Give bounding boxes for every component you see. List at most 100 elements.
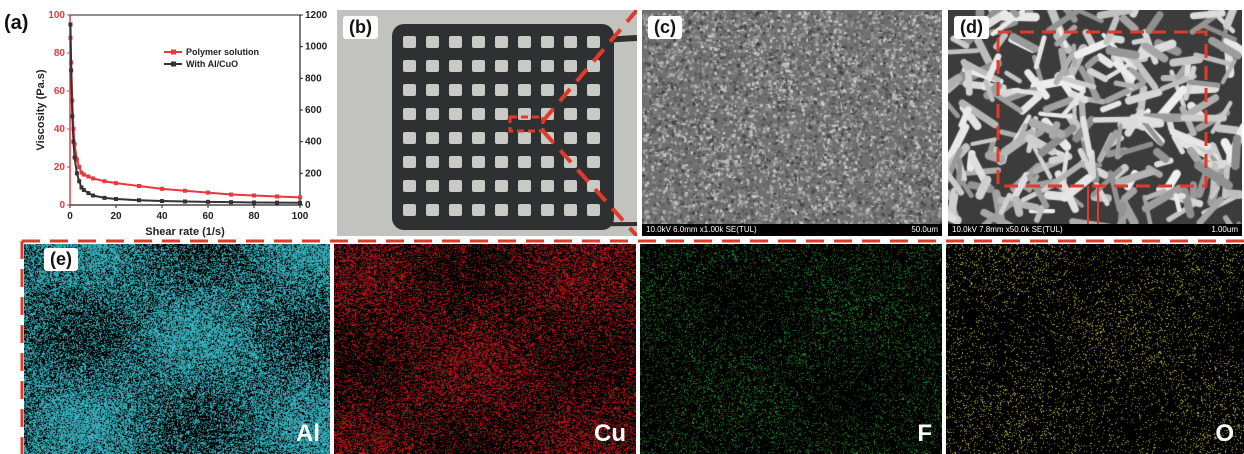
- lattice-gap: [495, 36, 508, 48]
- panel-label-c: (c): [648, 16, 682, 39]
- lattice-gap: [426, 132, 439, 144]
- eds-texture: [946, 244, 1244, 454]
- y-right-tick-label: 800: [305, 73, 322, 84]
- lattice-gap: [403, 84, 416, 96]
- sem-caption-right: 50.0um: [911, 225, 938, 234]
- chart-legend: Polymer solution With Al/CuO: [164, 47, 259, 69]
- lattice-gap: [449, 180, 462, 192]
- lattice-gap: [587, 132, 600, 144]
- lattice-gap: [472, 204, 485, 216]
- eds-element-label: F: [917, 420, 932, 447]
- lattice-gap: [403, 60, 416, 72]
- printed-lattice-drawing: [337, 10, 637, 236]
- legend-marker: [171, 61, 176, 67]
- lattice-gap: [426, 180, 439, 192]
- lattice-gap: [472, 132, 485, 144]
- data-point: [275, 200, 279, 205]
- lattice-gap: [564, 60, 577, 72]
- lattice-gap: [518, 156, 531, 168]
- lattice-gap: [449, 84, 462, 96]
- x-tick-label: 0: [67, 211, 73, 222]
- data-point: [206, 199, 210, 204]
- panel-label-e: (e): [44, 248, 78, 271]
- lattice-gap: [403, 180, 416, 192]
- x-tick-label: 40: [156, 211, 168, 222]
- data-point: [298, 200, 302, 205]
- data-point: [160, 186, 164, 191]
- lattice-gap: [495, 108, 508, 120]
- eds-map-o: O: [946, 244, 1244, 454]
- lattice-gap: [587, 36, 600, 48]
- lattice-gap: [403, 156, 416, 168]
- lattice-gap: [449, 36, 462, 48]
- lattice-gap: [472, 84, 485, 96]
- data-point: [252, 193, 256, 198]
- sem-scale-bar: 10.0kV 7.8mm x50.0k SE(TUL) 1.00um: [948, 224, 1242, 236]
- lattice-gap: [403, 108, 416, 120]
- data-point: [74, 157, 79, 162]
- lattice-gap: [541, 60, 554, 72]
- lattice-gap: [564, 204, 577, 216]
- lattice-gap: [495, 132, 508, 144]
- lattice-gap: [587, 108, 600, 120]
- lattice-gap: [518, 180, 531, 192]
- lattice-gap: [403, 132, 416, 144]
- data-point: [183, 199, 187, 204]
- lattice-gap: [472, 60, 485, 72]
- lattice-gap: [472, 108, 485, 120]
- data-point: [72, 155, 77, 160]
- lattice-gap: [449, 132, 462, 144]
- data-point: [114, 181, 118, 186]
- data-point: [71, 139, 76, 144]
- y-left-tick-label: 40: [54, 124, 66, 135]
- eds-map-al: Al (e): [24, 244, 330, 454]
- y-axis-label: Viscosity (Pa.s): [35, 69, 47, 150]
- panel-label-b: (b): [343, 16, 378, 39]
- data-point: [102, 179, 107, 184]
- data-point: [81, 172, 86, 177]
- lattice-gap: [472, 156, 485, 168]
- panel-label-d: (d): [954, 16, 989, 39]
- lattice-gap: [518, 60, 531, 72]
- sem-caption-right: 1.00um: [1211, 225, 1238, 234]
- eds-element-label: O: [1215, 420, 1234, 447]
- legend-label: With Al/CuO: [186, 59, 238, 69]
- lattice-gap: [541, 36, 554, 48]
- lattice-gap: [449, 108, 462, 120]
- eds-map-cu: Cu: [334, 244, 636, 454]
- y-left-tick-label: 0: [59, 200, 65, 211]
- legend-label: Polymer solution: [186, 47, 259, 57]
- lattice-gap: [564, 108, 577, 120]
- lattice-gap: [518, 204, 531, 216]
- lattice-gap: [587, 84, 600, 96]
- data-point: [298, 195, 302, 200]
- data-point: [275, 194, 279, 199]
- lattice-gap: [426, 108, 439, 120]
- data-point: [206, 190, 210, 195]
- y-right-tick-label: 0: [305, 200, 311, 211]
- y-right-tick-label: 1200: [305, 10, 328, 21]
- lattice-gap: [495, 180, 508, 192]
- lattice-gap: [472, 36, 485, 48]
- data-point: [252, 200, 256, 205]
- lattice-gap: [403, 36, 416, 48]
- eds-map-f: F: [640, 244, 942, 454]
- lattice-gap: [449, 204, 462, 216]
- eds-texture: [334, 244, 636, 454]
- lattice-gap: [541, 180, 554, 192]
- panel-label-a: (a): [4, 12, 29, 34]
- data-point: [79, 185, 84, 190]
- data-point: [79, 170, 84, 175]
- lattice-gap: [587, 60, 600, 72]
- data-point: [69, 68, 74, 73]
- lattice-gap: [495, 60, 508, 72]
- legend-marker: [171, 49, 176, 55]
- data-point: [137, 198, 141, 203]
- printed-lattice-photo: (b): [337, 10, 637, 236]
- sem-texture: [642, 10, 942, 224]
- lattice-gap: [426, 84, 439, 96]
- data-point: [229, 192, 233, 197]
- lattice-gap: [426, 36, 439, 48]
- sem-caption-left: 10.0kV 7.8mm x50.0k SE(TUL): [952, 225, 1063, 234]
- y-right-tick-label: 400: [305, 137, 322, 148]
